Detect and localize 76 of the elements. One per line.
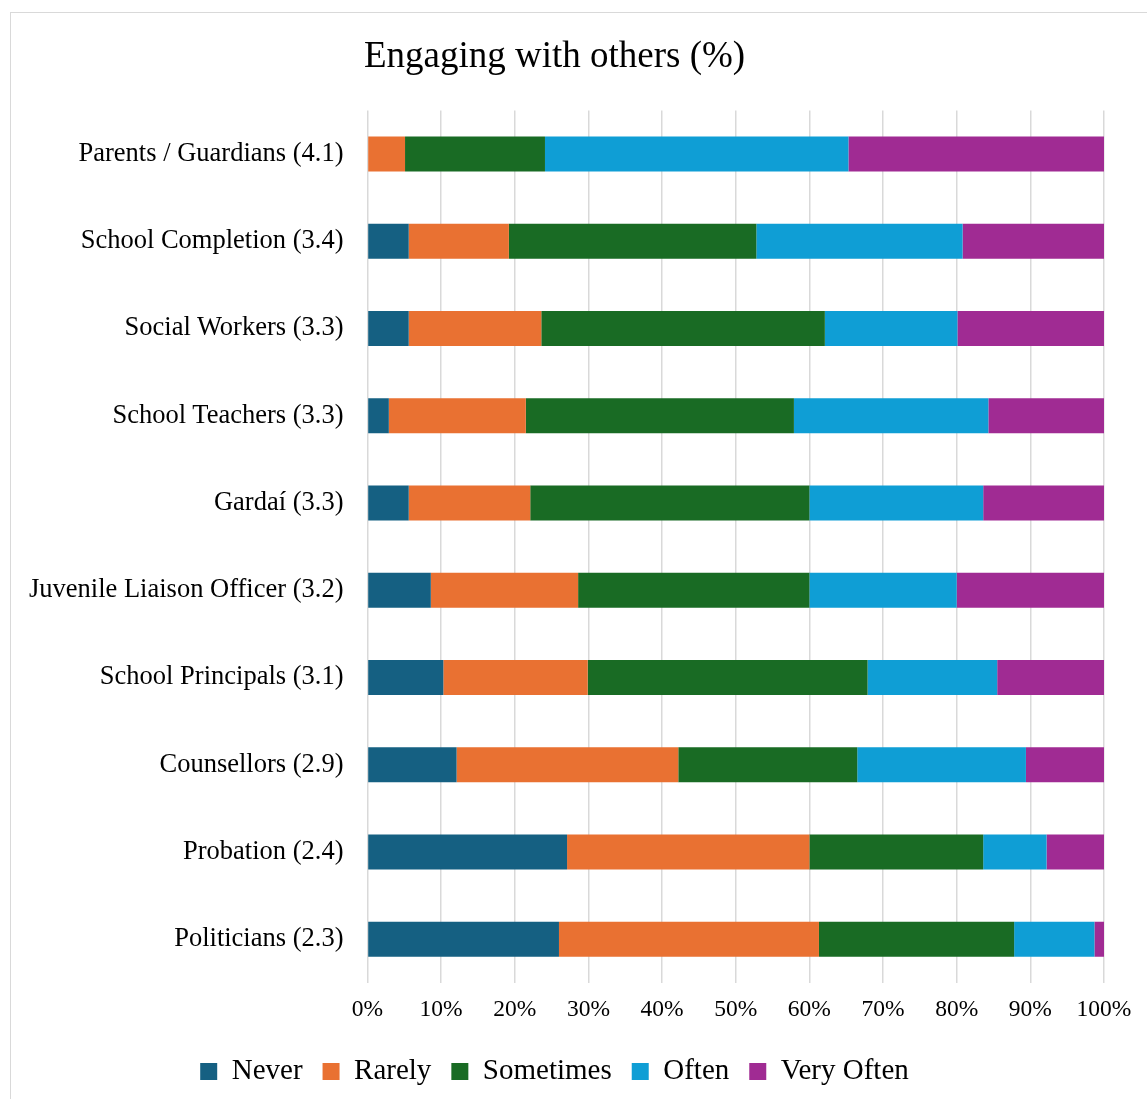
x-tick-label: 80% xyxy=(935,995,979,1022)
y-tick-label: Parents / Guardians (4.1) xyxy=(78,136,344,167)
x-tick-label: 50% xyxy=(714,995,758,1022)
bar xyxy=(809,572,957,608)
bar xyxy=(567,834,810,870)
x-tick-label: 100% xyxy=(1076,995,1132,1022)
bar xyxy=(857,747,1026,783)
y-tick-label: Social Workers (3.3) xyxy=(124,311,344,342)
bar xyxy=(997,660,1104,695)
bar xyxy=(544,136,849,172)
bar xyxy=(368,485,409,521)
bar xyxy=(1094,921,1104,957)
y-tick-label: Counsellors (2.9) xyxy=(159,747,344,778)
y-tick-label: Gardaí (3.3) xyxy=(213,485,344,516)
bar xyxy=(678,747,858,783)
legend-label: Sometimes xyxy=(482,1053,612,1086)
bar xyxy=(368,747,457,783)
bar xyxy=(809,485,984,521)
bar xyxy=(983,834,1047,870)
bar xyxy=(368,223,409,259)
bar xyxy=(368,834,568,870)
bar xyxy=(388,398,526,434)
bar xyxy=(558,921,819,957)
bar xyxy=(541,311,825,346)
bar xyxy=(525,398,794,434)
x-tick-label: 10% xyxy=(419,995,463,1022)
bar xyxy=(368,572,431,608)
bar xyxy=(1014,921,1095,957)
bar xyxy=(1046,834,1104,870)
y-tick-label: School Teachers (3.3) xyxy=(112,398,344,429)
y-tick-label: Politicians (2.3) xyxy=(174,922,344,953)
x-tick-label: 70% xyxy=(861,995,905,1022)
bar xyxy=(408,223,509,259)
y-tick-label: School Principals (3.1) xyxy=(99,660,344,691)
bar xyxy=(368,660,444,695)
bar xyxy=(443,660,588,695)
legend-label: Often xyxy=(663,1053,730,1086)
bar xyxy=(818,921,1015,957)
bar xyxy=(405,136,545,172)
bar xyxy=(368,136,406,172)
bar xyxy=(848,136,1104,172)
bar xyxy=(962,223,1104,259)
bar xyxy=(957,311,1104,346)
bar xyxy=(1025,747,1104,783)
bar xyxy=(408,485,531,521)
bar xyxy=(368,398,389,434)
x-tick-label: 40% xyxy=(640,995,684,1022)
bar xyxy=(368,921,559,957)
bar xyxy=(408,311,542,346)
bar xyxy=(824,311,958,346)
bar xyxy=(867,660,998,695)
bar xyxy=(530,485,810,521)
bar xyxy=(809,834,984,870)
bar xyxy=(793,398,989,434)
chart-title: Engaging with others (%) xyxy=(363,33,746,76)
bar xyxy=(956,572,1104,608)
bar xyxy=(587,660,868,695)
bar xyxy=(983,485,1104,521)
x-tick-label: 30% xyxy=(566,995,610,1022)
x-tick-label: 20% xyxy=(493,995,537,1022)
bar xyxy=(430,572,579,608)
x-tick-label: 60% xyxy=(787,995,831,1022)
bar xyxy=(508,223,757,259)
legend-label: Rarely xyxy=(354,1053,432,1086)
y-tick-label: Juvenile Liaison Officer (3.2) xyxy=(29,573,344,604)
y-tick-label: School Completion (3.4) xyxy=(80,224,344,255)
y-tick-label: Probation (2.4) xyxy=(183,834,344,865)
bar xyxy=(988,398,1104,434)
bar xyxy=(456,747,679,783)
legend-label: Very Often xyxy=(780,1053,910,1086)
legend-label: Never xyxy=(231,1053,303,1086)
bar xyxy=(756,223,963,259)
bar xyxy=(368,311,409,346)
x-tick-label: 0% xyxy=(351,995,384,1022)
bar xyxy=(578,572,810,608)
x-tick-label: 90% xyxy=(1008,995,1052,1022)
